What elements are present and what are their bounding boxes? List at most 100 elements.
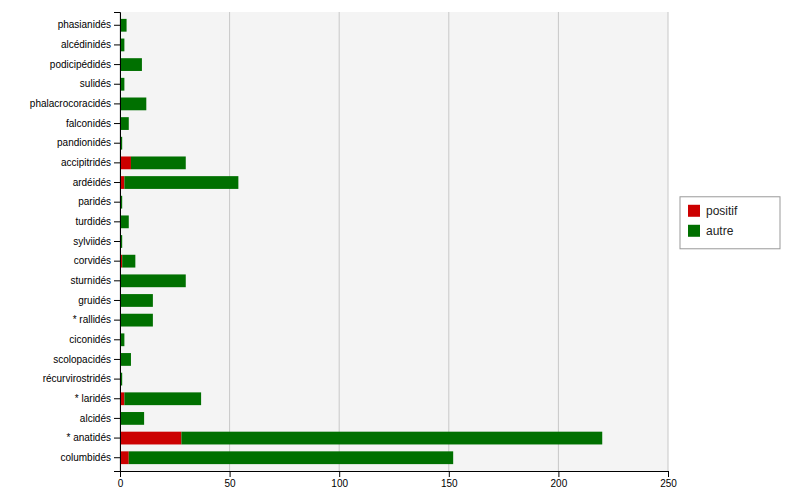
tick: 50 — [225, 471, 237, 489]
plot-background — [120, 12, 668, 471]
tick-label: sylviidés — [73, 236, 111, 247]
tick: turdidés — [75, 216, 120, 227]
tick-mark — [114, 162, 120, 163]
tick-mark — [114, 300, 120, 301]
tick-label: alcidés — [80, 413, 111, 424]
tick-mark — [114, 44, 120, 45]
tick: * laridés — [75, 393, 120, 404]
tick: 150 — [441, 471, 458, 489]
tick: phasianidés — [58, 19, 120, 30]
legend: positif autre — [680, 197, 780, 249]
grid-line — [339, 12, 340, 471]
tick-mark — [114, 339, 120, 340]
tick: sturnidés — [70, 275, 120, 286]
tick-label: podicipédidés — [50, 59, 111, 70]
tick-label: * anatidés — [67, 432, 111, 443]
bar — [120, 314, 153, 327]
legend-label: autre — [706, 224, 734, 238]
tick-label: 100 — [331, 478, 348, 489]
y-axis: phasianidés alcédinidés podicipédidés sulid… — [30, 13, 121, 472]
tick: columbidés — [60, 452, 120, 463]
bar — [124, 392, 201, 405]
tick-mark — [114, 202, 120, 203]
bar — [120, 451, 129, 464]
tick: ciconidés — [69, 334, 120, 345]
tick-mark — [668, 471, 669, 477]
bar — [131, 156, 186, 169]
tick-mark — [114, 457, 120, 458]
tick-label: 50 — [225, 478, 237, 489]
series — [120, 156, 181, 464]
bar — [120, 432, 181, 445]
tick-mark — [114, 280, 120, 281]
bars — [120, 19, 602, 464]
plot: 0 50 100 150 200 250 phasianidés alcédinidés pod… — [30, 12, 677, 489]
tick-mark — [449, 471, 450, 477]
tick-mark — [114, 261, 120, 262]
tick-mark — [114, 64, 120, 65]
tick-label: accipitridés — [61, 157, 111, 168]
bar — [120, 294, 153, 307]
tick: * anatidés — [67, 432, 120, 443]
tick-mark — [114, 123, 120, 124]
legend-item: autre — [688, 224, 734, 238]
tick-mark — [114, 182, 120, 183]
bar — [120, 274, 186, 287]
tick-label: * laridés — [75, 393, 111, 404]
tick-mark — [230, 471, 231, 477]
tick: corvidés — [74, 255, 120, 266]
grid-line — [229, 12, 230, 471]
tick: 100 — [331, 471, 348, 489]
tick: alcidés — [80, 413, 120, 424]
legend-label: positif — [706, 204, 738, 218]
tick: accipitridés — [61, 157, 120, 168]
tick: ardéidés — [73, 177, 120, 188]
tick-label: gruidés — [78, 295, 111, 306]
legend-swatch — [688, 225, 700, 237]
tick: pandionidés — [57, 137, 120, 148]
bar — [120, 215, 129, 228]
tick: alcédinidés — [61, 39, 120, 50]
tick: scolopacidés — [53, 354, 120, 365]
axis-domain — [121, 472, 669, 478]
legend-swatch — [688, 205, 700, 217]
tick-label: * rallidés — [73, 314, 111, 325]
bar — [129, 451, 453, 464]
tick-label: récurvirostridés — [43, 373, 111, 384]
tick-mark — [114, 379, 120, 380]
tick-mark — [114, 84, 120, 85]
tick-label: ciconidés — [69, 334, 111, 345]
grid-line — [558, 12, 559, 471]
tick-mark — [114, 398, 120, 399]
tick-mark — [114, 320, 120, 321]
tick-label: 0 — [118, 478, 124, 489]
tick-label: columbidés — [60, 452, 111, 463]
tick: * rallidés — [73, 314, 120, 325]
grid-line — [448, 12, 449, 471]
tick: phalacrocoracidés — [30, 98, 120, 109]
tick: 250 — [660, 471, 677, 489]
tick: 0 — [118, 471, 124, 489]
bar — [120, 58, 142, 71]
tick: sylviidés — [73, 236, 120, 247]
tick-label: phasianidés — [58, 19, 111, 30]
series — [120, 19, 602, 464]
tick-mark — [114, 103, 120, 104]
tick-mark — [339, 471, 340, 477]
tick-label: 150 — [441, 478, 458, 489]
tick-mark — [558, 471, 559, 477]
tick-mark — [114, 418, 120, 419]
tick-label: falconidés — [66, 118, 111, 129]
tick-label: 200 — [551, 478, 568, 489]
tick-label: scolopacidés — [53, 354, 111, 365]
tick-label: paridés — [78, 196, 111, 207]
tick-mark — [114, 438, 120, 439]
bar — [120, 156, 131, 169]
tick-mark — [114, 359, 120, 360]
tick: 200 — [551, 471, 568, 489]
tick: gruidés — [78, 295, 120, 306]
chart: 0 50 100 150 200 250 phasianidés alcédinidés pod… — [0, 0, 808, 501]
grid — [120, 12, 668, 471]
tick: sulidés — [80, 78, 120, 89]
tick-label: corvidés — [74, 255, 111, 266]
